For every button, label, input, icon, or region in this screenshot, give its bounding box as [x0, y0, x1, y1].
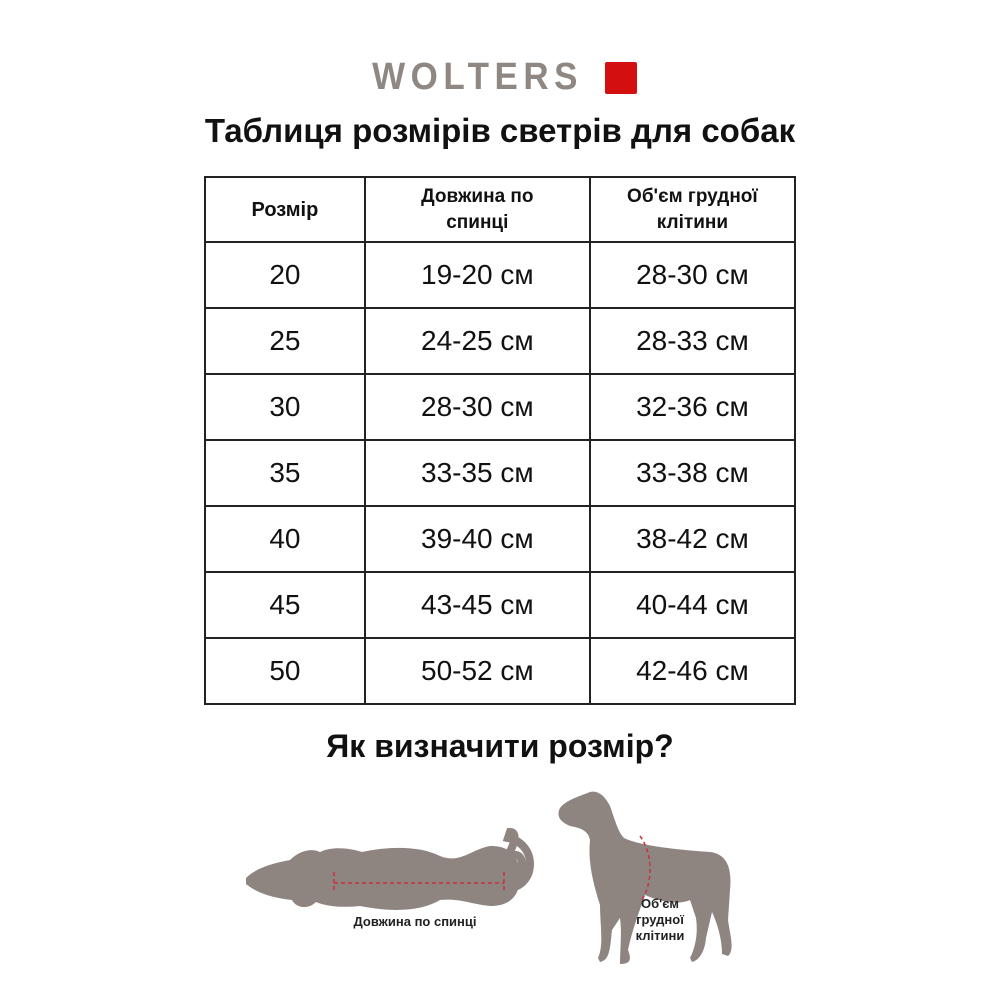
cell-chest: 40-44 см	[588, 571, 797, 639]
cell-size: 25	[204, 307, 366, 375]
cell-size: 30	[204, 373, 366, 441]
chest-caption-line: Об'єм	[640, 896, 680, 911]
header-back-length: Довжина по спинці	[363, 176, 591, 243]
cell-size: 20	[204, 241, 366, 309]
how-to-measure-heading: Як визначити розмір?	[326, 728, 674, 764]
cell-chest: 32-36 см	[588, 373, 797, 441]
cell-chest: 28-30 см	[588, 241, 797, 309]
brand-name: WOLTERS	[372, 56, 584, 98]
cell-chest: 33-38 см	[588, 439, 797, 507]
brand-logo: WOLTERS	[0, 56, 1000, 99]
table-row: 45 43-45 см 40-44 см	[204, 571, 797, 639]
dog-top-view-silhouette	[246, 827, 535, 910]
chest-caption: Об'єм грудної клітини	[628, 896, 692, 944]
size-table: Розмір Довжина по спинці Об'єм грудної к…	[204, 176, 797, 705]
back-length-caption: Довжина по спинці	[353, 914, 477, 929]
table-row: 30 28-30 см 32-36 см	[204, 373, 797, 441]
cell-back-length: 19-20 см	[363, 241, 591, 309]
header-size: Розмір	[204, 176, 366, 243]
page-title: Таблиця розмірів светрів для собак	[204, 112, 796, 149]
brand-square-icon	[604, 61, 637, 94]
chest-caption-line: клітини	[635, 928, 685, 943]
table-row: 50 50-52 см 42-46 см	[204, 637, 797, 705]
cell-back-length: 39-40 см	[363, 505, 591, 573]
cell-back-length: 43-45 см	[363, 571, 591, 639]
cell-back-length: 28-30 см	[363, 373, 591, 441]
cell-size: 50	[204, 637, 366, 705]
table-header-row: Розмір Довжина по спинці Об'єм грудної к…	[204, 176, 797, 243]
cell-chest: 38-42 см	[588, 505, 797, 573]
dog-side-view-silhouette	[558, 791, 732, 964]
cell-size: 40	[204, 505, 366, 573]
header-chest: Об'єм грудної клітини	[588, 176, 797, 243]
cell-size: 35	[204, 439, 366, 507]
back-length-measure-line	[333, 872, 505, 893]
cell-back-length: 24-25 см	[363, 307, 591, 375]
cell-chest: 42-46 см	[588, 637, 797, 705]
cell-back-length: 50-52 см	[363, 637, 591, 705]
table-row: 35 33-35 см 33-38 см	[204, 439, 797, 507]
table-row: 40 39-40 см 38-42 см	[204, 505, 797, 573]
cell-back-length: 33-35 см	[363, 439, 591, 507]
chest-caption-line: грудної	[636, 912, 684, 927]
table-row: 20 19-20 см 28-30 см	[204, 241, 797, 309]
cell-chest: 28-33 см	[588, 307, 797, 375]
table-row: 25 24-25 см 28-33 см	[204, 307, 797, 375]
cell-size: 45	[204, 571, 366, 639]
